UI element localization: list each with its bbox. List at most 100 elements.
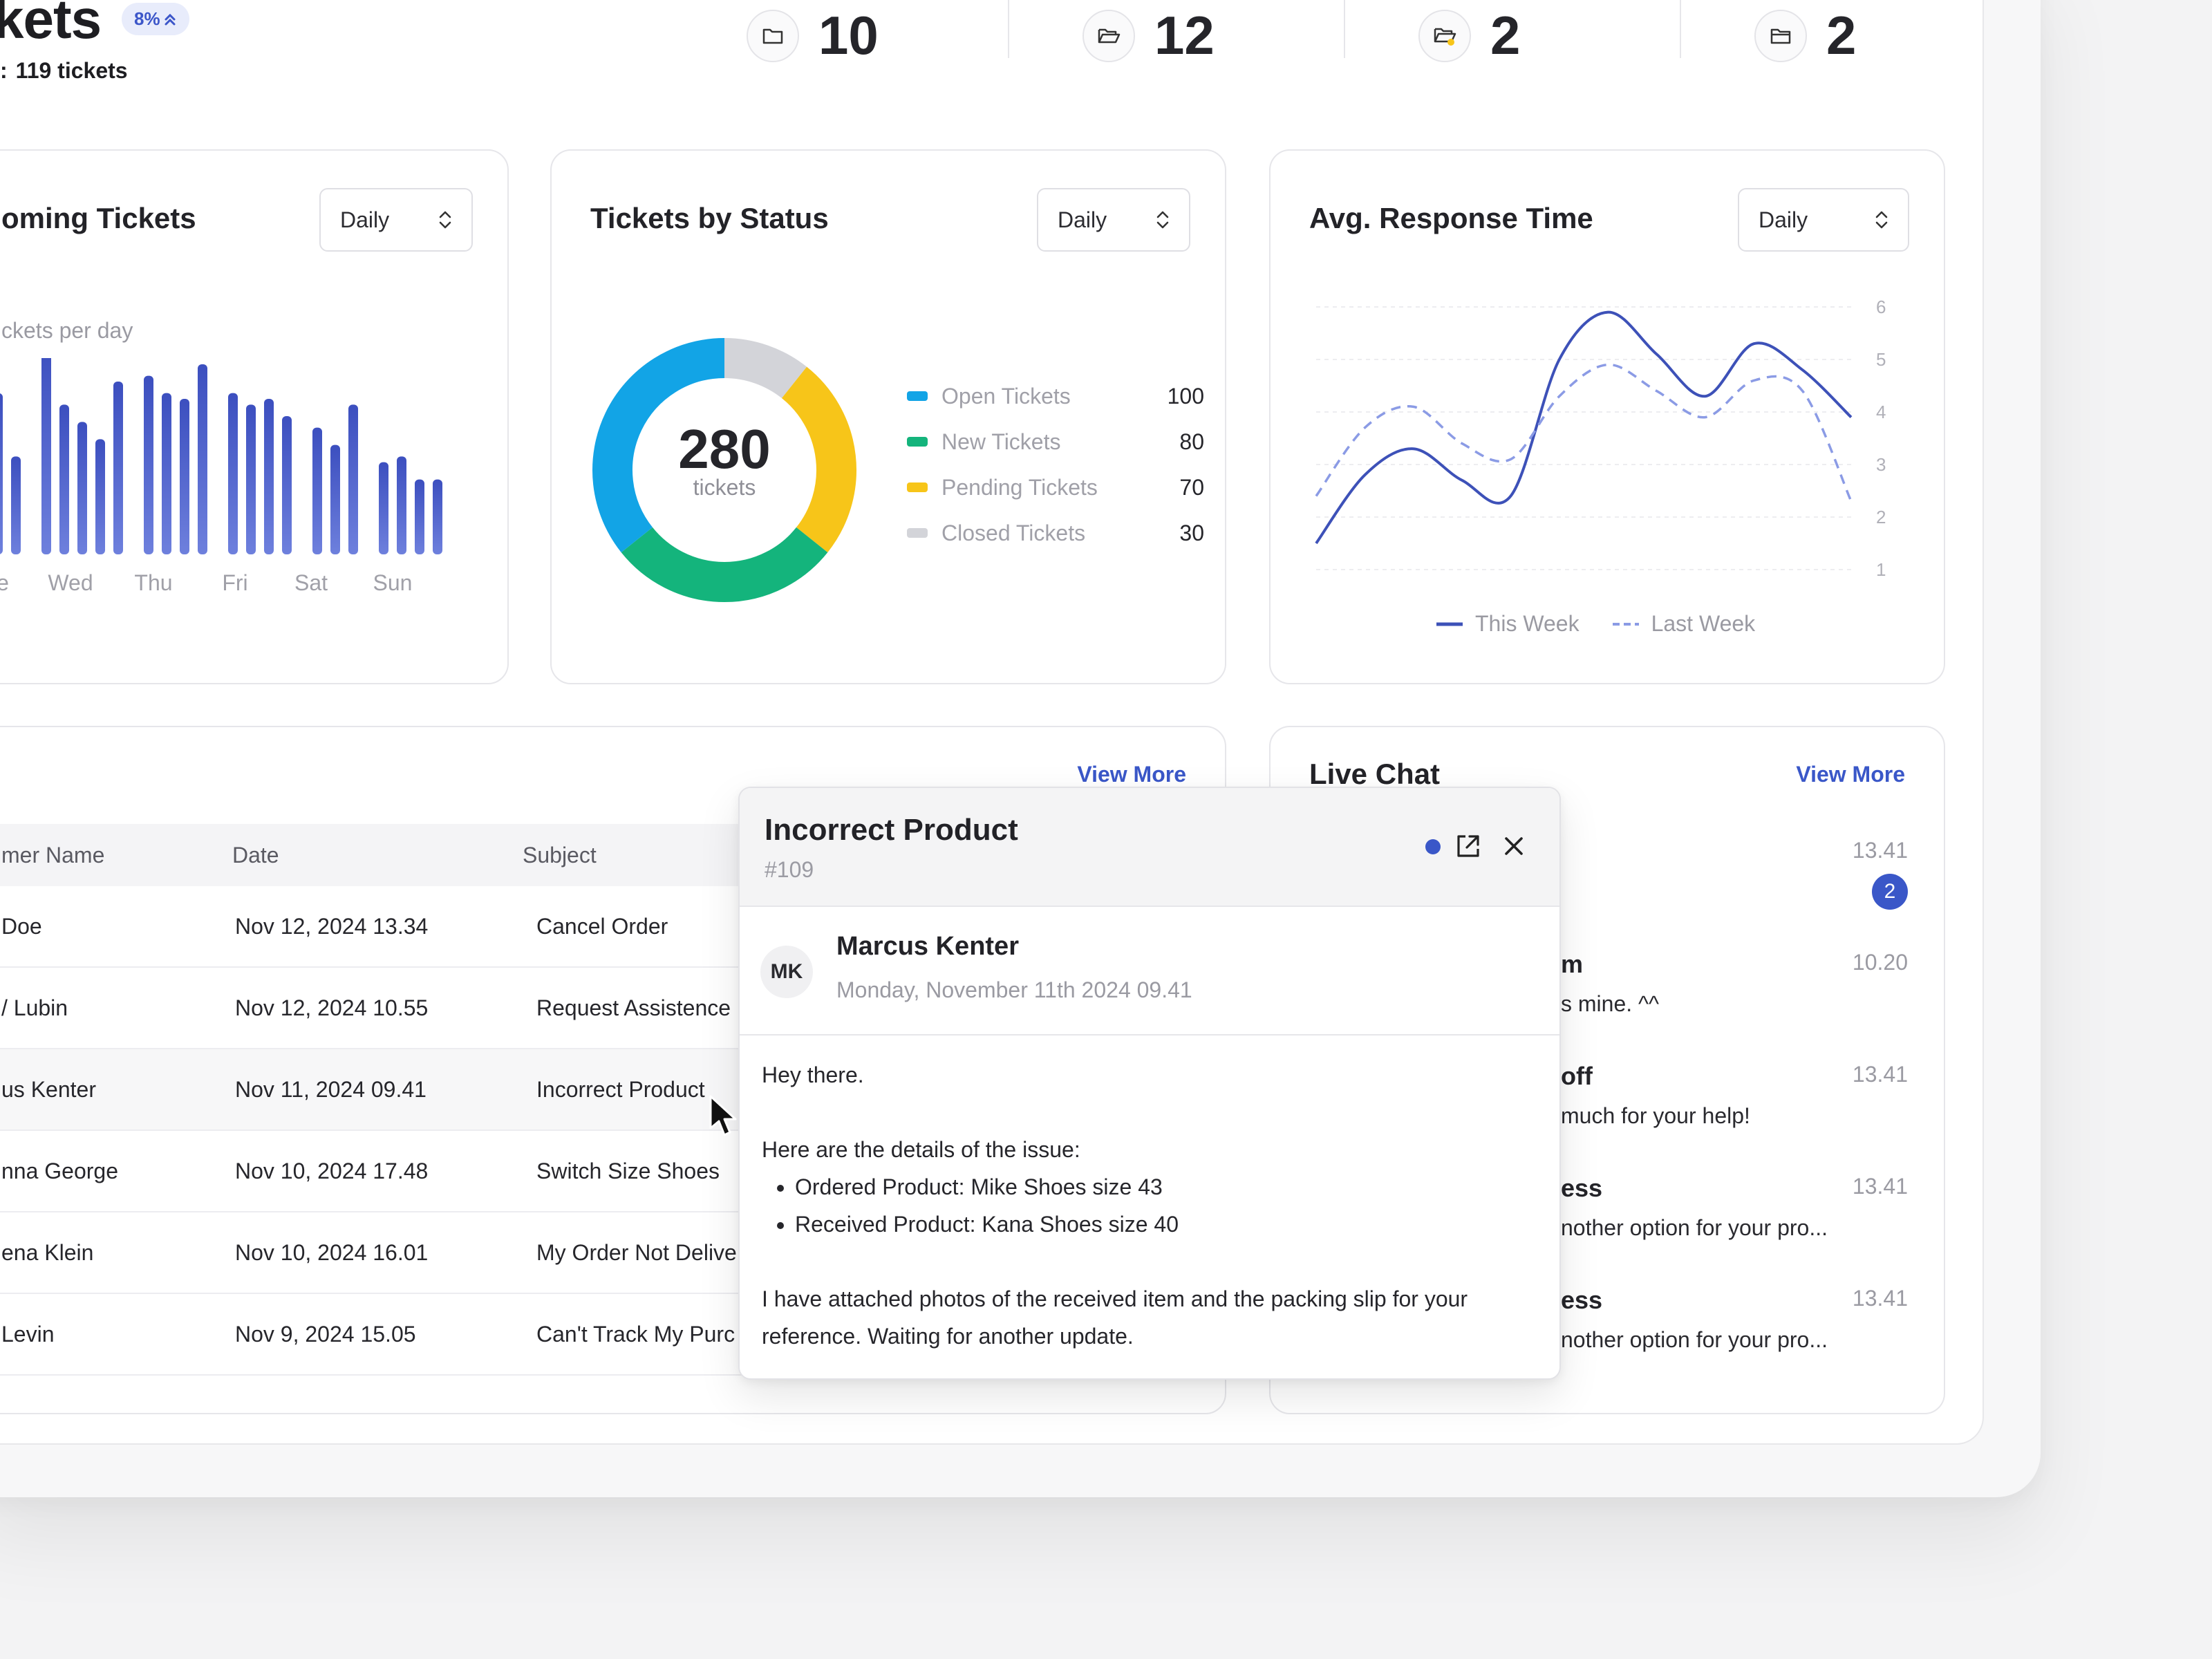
legend-label: Open Tickets	[941, 383, 1071, 409]
bar	[180, 399, 189, 554]
period-select[interactable]: Daily	[1738, 188, 1909, 252]
folder-closed-icon	[1754, 9, 1807, 62]
cell-date: Nov 11, 2024 09.41	[235, 1076, 427, 1102]
legend-item: Closed Tickets 30	[907, 510, 1204, 556]
total-prefix: :	[0, 58, 8, 83]
select-value: Daily	[340, 207, 390, 232]
bar	[11, 456, 21, 554]
legend-item: Open Tickets 100	[907, 373, 1204, 419]
legend-value: 100	[1167, 383, 1204, 409]
bar	[0, 393, 3, 554]
bar	[264, 399, 274, 554]
growth-badge: 8%	[122, 3, 189, 35]
view-more-link[interactable]: View More	[1796, 762, 1905, 787]
bar	[246, 404, 256, 554]
legend-value: 30	[1179, 520, 1204, 545]
col-subject[interactable]: Subject	[523, 842, 597, 868]
col-date[interactable]: Date	[232, 842, 279, 868]
chat-item[interactable]: off 13.41 much for your help!	[1271, 1062, 1944, 1165]
cell-date: Nov 10, 2024 17.48	[235, 1158, 429, 1183]
series-line-last-week	[1315, 363, 1853, 502]
donut-slice	[781, 366, 856, 553]
chat-item[interactable]: 13.41 2	[1271, 838, 1944, 941]
bar-axis-label: Sat	[294, 570, 328, 595]
chat-name: m	[1561, 950, 1584, 978]
y-tick-label: 6	[1876, 297, 1886, 317]
chat-message: s mine. ^^	[1561, 991, 1660, 1016]
legend-swatch	[907, 482, 928, 492]
bar	[379, 462, 388, 554]
period-select[interactable]: Daily	[319, 188, 473, 252]
select-value: Daily	[1058, 207, 1107, 232]
cell-name: nna George	[1, 1158, 119, 1183]
chart-caption: ckets per day	[1, 318, 133, 343]
select-value: Daily	[1759, 207, 1808, 232]
close-icon[interactable]	[1500, 832, 1528, 860]
bar	[113, 382, 123, 554]
bullet-item: Ordered Product: Mike Shoes size 43	[795, 1168, 1543, 1206]
legend-item: New Tickets 80	[907, 419, 1204, 465]
chat-item[interactable]: ess 13.41 nother option for your pro...	[1271, 1174, 1944, 1277]
chevron-updown-icon	[1156, 211, 1169, 229]
chevron-updown-icon	[1875, 211, 1888, 229]
folder-icon	[747, 9, 799, 62]
chat-name: ess	[1561, 1286, 1603, 1314]
bar	[397, 456, 406, 554]
cell-date: Nov 12, 2024 13.34	[235, 913, 429, 939]
response-time-card: Avg. Response Time Daily 1 2 3 4 5 6 This Wee…	[1269, 149, 1945, 684]
stat-value: 10	[818, 5, 879, 66]
tickets-status-card: Tickets by Status Daily 280 tickets Open…	[550, 149, 1226, 684]
legend-item: Pending Tickets 70	[907, 465, 1204, 510]
chat-item[interactable]: ess 13.41 nother option for your pro...	[1271, 1286, 1944, 1389]
legend-label: This Week	[1475, 611, 1580, 636]
series-line-this-week	[1315, 310, 1853, 545]
chat-item[interactable]: m 10.20 s mine. ^^	[1271, 950, 1944, 1053]
legend-swatch	[907, 528, 928, 538]
y-tick-label: 3	[1876, 454, 1886, 475]
cell-subject: Switch Size Shoes	[536, 1158, 720, 1183]
donut-total: 280	[678, 418, 771, 480]
period-select[interactable]: Daily	[1037, 188, 1190, 252]
bar	[59, 404, 69, 554]
incoming-tickets-card: oming Tickets Daily ckets per day e Wed Th…	[0, 149, 509, 684]
status-donut-chart	[592, 338, 856, 602]
legend-label: New Tickets	[941, 429, 1061, 454]
intro: Here are the details of the issue:	[762, 1137, 1080, 1162]
open-external-icon[interactable]	[1454, 832, 1482, 860]
y-tick-label: 2	[1876, 507, 1886, 527]
bar	[77, 422, 87, 554]
chevron-updown-icon	[439, 211, 451, 229]
legend-label: Closed Tickets	[941, 520, 1086, 545]
stat-value: 2	[1490, 5, 1521, 66]
sent-at: Monday, November 11th 2024 09.41	[836, 977, 1192, 1002]
card-title: Tickets by Status	[590, 202, 829, 234]
sender-row: MK Marcus Kenter Monday, November 11th 2…	[740, 907, 1559, 1035]
chat-message: much for your help!	[1561, 1103, 1750, 1128]
bar	[415, 479, 424, 554]
bar-axis-label: e	[0, 570, 9, 595]
sender-name: Marcus Kenter	[836, 932, 1019, 961]
bar	[228, 393, 238, 554]
bar	[433, 479, 442, 554]
cell-name: us Kenter	[1, 1076, 96, 1102]
legend-value: 80	[1179, 429, 1204, 454]
card-title: Live Chat	[1309, 758, 1441, 790]
view-more-link[interactable]: View More	[1077, 762, 1186, 787]
stat-value: 2	[1826, 5, 1857, 66]
chat-time: 10.20	[1852, 950, 1908, 975]
page-title: kets	[0, 0, 102, 50]
mouse-cursor-icon	[709, 1095, 737, 1136]
cell-subject: Cancel Order	[536, 913, 668, 939]
message-body: Hey there. Here are the details of the i…	[762, 1056, 1543, 1355]
solid-line-swatch	[1436, 622, 1463, 626]
cell-subject: Incorrect Product	[536, 1076, 705, 1102]
col-name[interactable]: mer Name	[1, 842, 105, 868]
chat-time: 13.41	[1852, 838, 1908, 863]
cell-date: Nov 10, 2024 16.01	[235, 1239, 429, 1265]
bar	[144, 375, 153, 554]
donut-slice	[592, 338, 725, 553]
chat-time: 13.41	[1852, 1062, 1908, 1087]
divider	[1008, 0, 1009, 58]
growth-badge-value: 8%	[134, 8, 160, 29]
bar-axis-label: Wed	[48, 570, 93, 595]
